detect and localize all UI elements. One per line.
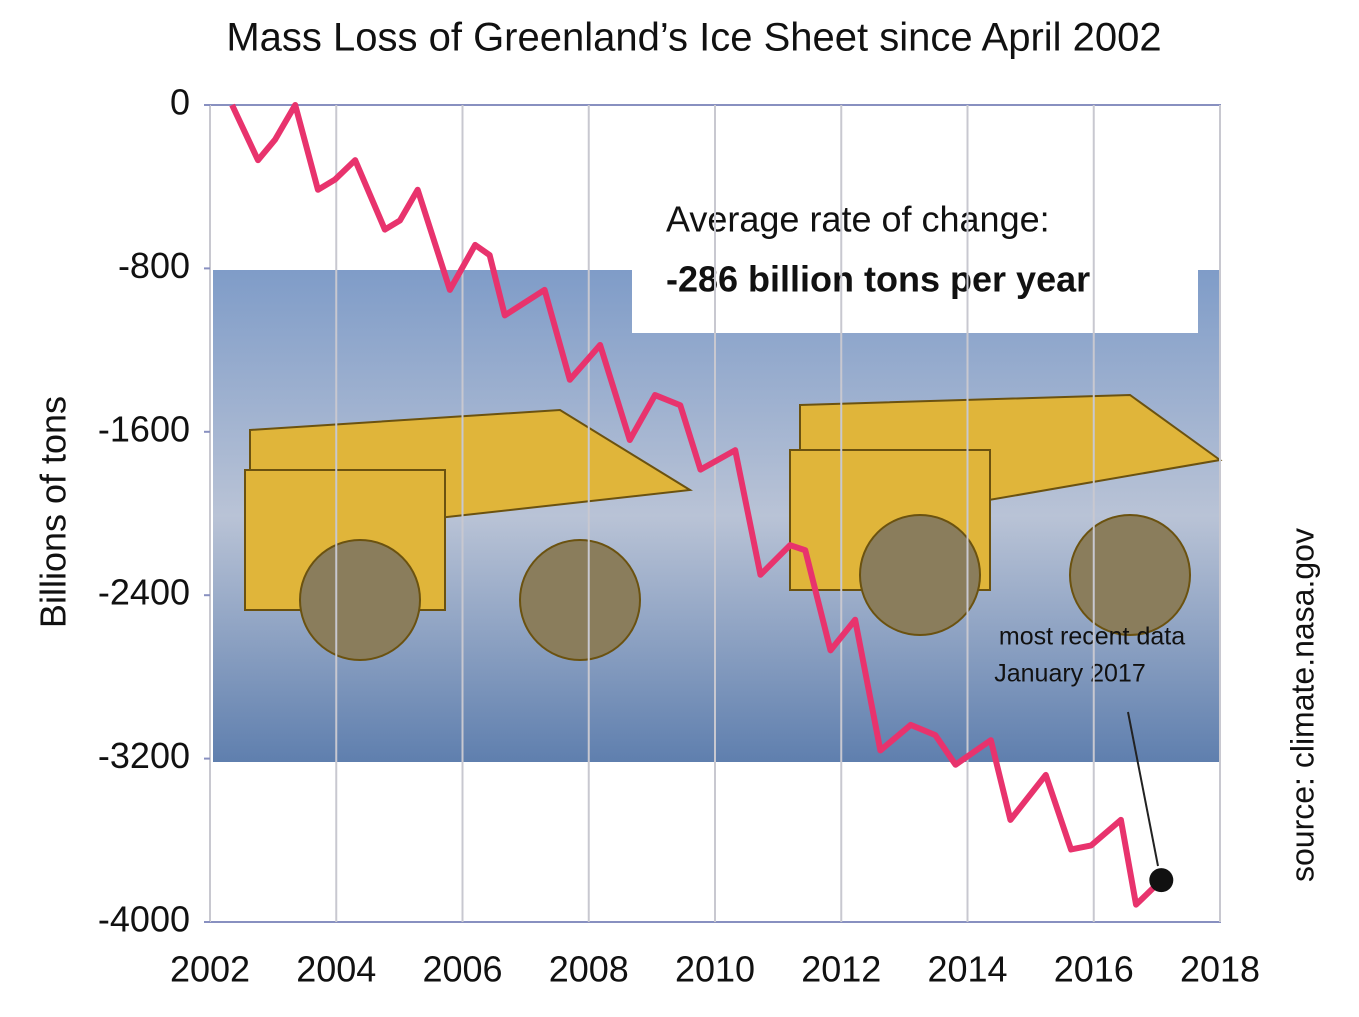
chart-title: Mass Loss of Greenland’s Ice Sheet since… [226,16,1161,60]
annotation: most recent data [999,623,1185,651]
annotation: -286 billion tons per year [666,259,1090,300]
latest-point [1149,868,1174,893]
data-line [229,102,1164,908]
annotation: January 2017 [994,660,1146,688]
y-tick-label: -4000 [98,899,190,940]
x-tick-label: 2006 [422,949,502,990]
x-tick-label: 2004 [296,949,376,990]
x-tick-label: 2010 [675,949,755,990]
truck-left [244,408,694,661]
y-tick-label: -1600 [98,408,190,449]
x-tick-label: 2008 [549,949,629,990]
y-axis-label: Billions of tons [33,396,74,628]
source: source: climate.nasa.gov [1284,528,1320,882]
x-tick-label: 2012 [801,949,881,990]
y-tick-label: -800 [118,245,190,286]
x-tick-label: 2016 [1054,949,1134,990]
truck-right [789,393,1223,636]
x-tick-label: 2002 [170,949,250,990]
y-tick-label: -3200 [98,735,190,776]
x-tick-label: 2018 [1180,949,1260,990]
annotation-box [632,196,1198,333]
annotation: Average rate of change: [666,199,1050,240]
y-tick-label: -2400 [98,572,190,613]
annotation-arrow [1127,711,1159,867]
x-tick-label: 2014 [927,949,1007,990]
y-tick-label: 0 [170,82,190,123]
